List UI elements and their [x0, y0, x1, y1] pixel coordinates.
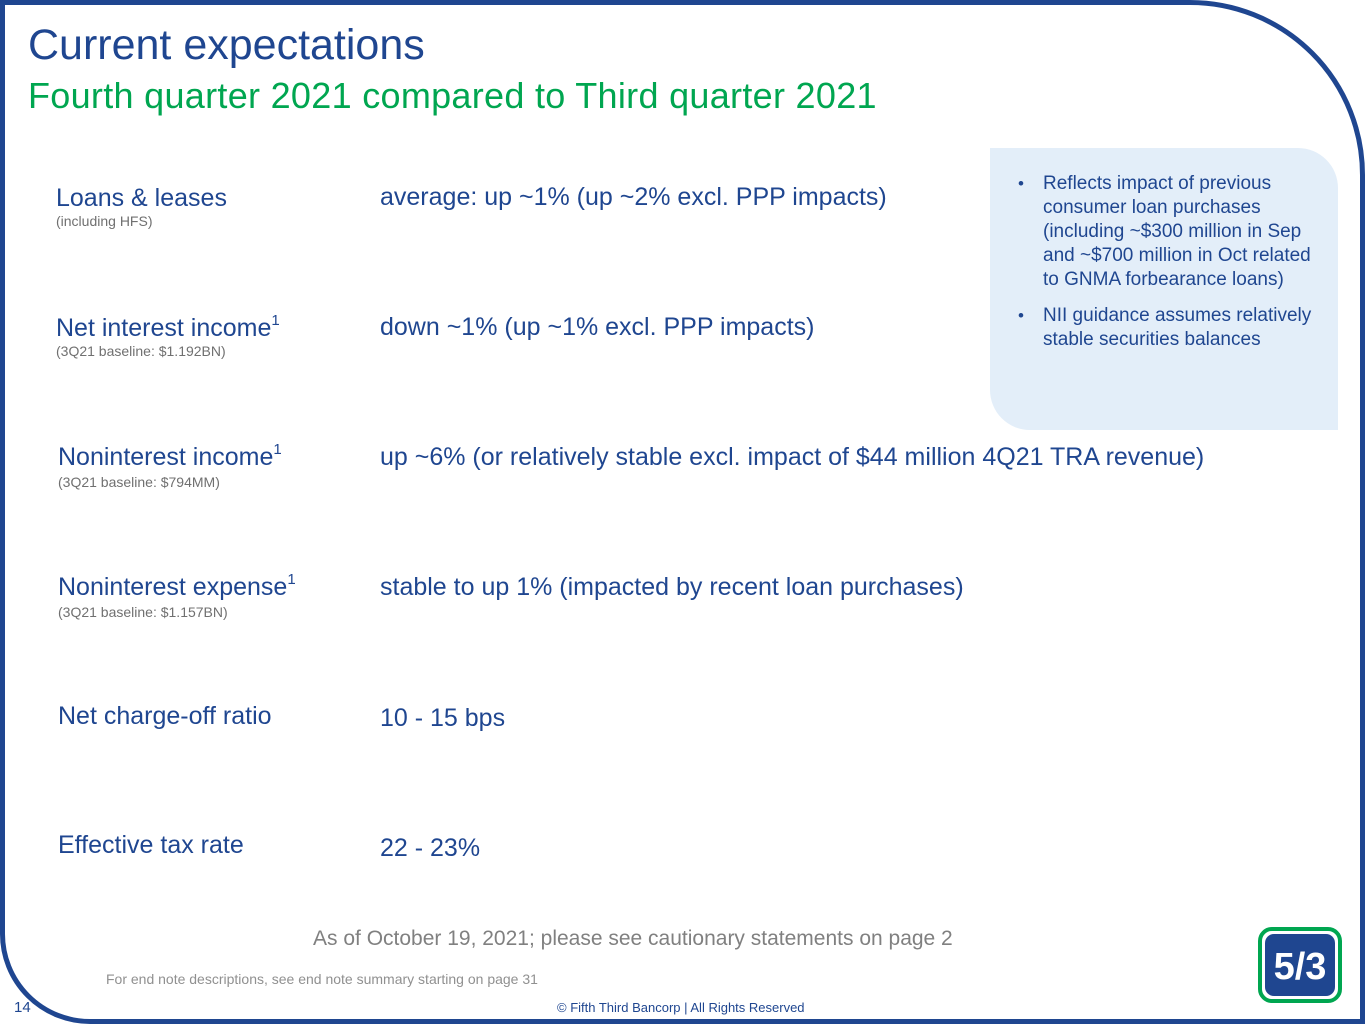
- bullet-icon: •: [1018, 306, 1024, 325]
- row-label-effective-tax-rate: Effective tax rate: [58, 831, 244, 859]
- row-sub-net-interest-income: (3Q21 baseline: $1.192BN): [56, 343, 226, 359]
- row-sub-noninterest-expense: (3Q21 baseline: $1.157BN): [58, 604, 228, 620]
- row-value-noninterest-expense: stable to up 1% (impacted by recent loan…: [380, 573, 964, 601]
- row-label-noninterest-income: Noninterest income1: [58, 441, 282, 471]
- row-value-net-charge-off-ratio: 10 - 15 bps: [380, 704, 506, 732]
- endnote-reference: For end note descriptions, see end note …: [106, 971, 538, 987]
- row-value-effective-tax-rate: 22 - 23%: [380, 834, 481, 862]
- page-number: 14: [14, 999, 31, 1016]
- row-label-loans-leases: Loans & leases: [56, 184, 227, 212]
- row-value-loans-leases: average: up ~1% (up ~2% excl. PPP impact…: [380, 183, 887, 211]
- bullet-icon: •: [1018, 174, 1024, 193]
- fifth-third-logo-icon: 5/3: [1258, 927, 1342, 1003]
- notes-callout: • Reflects impact of previous consumer lo…: [990, 148, 1338, 430]
- row-label-net-interest-income: Net interest income1: [56, 312, 280, 342]
- as-of-statement: As of October 19, 2021; please see cauti…: [313, 927, 953, 950]
- row-sub-loans-leases: (including HFS): [56, 213, 153, 229]
- row-value-noninterest-income: up ~6% (or relatively stable excl. impac…: [380, 443, 1205, 471]
- note-item: • NII guidance assumes relatively stable …: [1018, 305, 1312, 350]
- row-label-net-charge-off-ratio: Net charge-off ratio: [58, 702, 272, 730]
- row-label-noninterest-expense: Noninterest expense1: [58, 571, 296, 601]
- row-sub-noninterest-income: (3Q21 baseline: $794MM): [58, 474, 220, 490]
- notes-list: • Reflects impact of previous consumer lo…: [1018, 172, 1318, 352]
- note-item: • Reflects impact of previous consumer lo…: [1018, 173, 1311, 290]
- page-subtitle: Fourth quarter 2021 compared to Third qu…: [28, 75, 877, 116]
- page-title: Current expectations: [28, 21, 425, 69]
- logo-text: 5/3: [1274, 946, 1327, 988]
- copyright-notice: © Fifth Third Bancorp | All Rights Reser…: [557, 1000, 805, 1015]
- row-value-net-interest-income: down ~1% (up ~1% excl. PPP impacts): [380, 313, 815, 341]
